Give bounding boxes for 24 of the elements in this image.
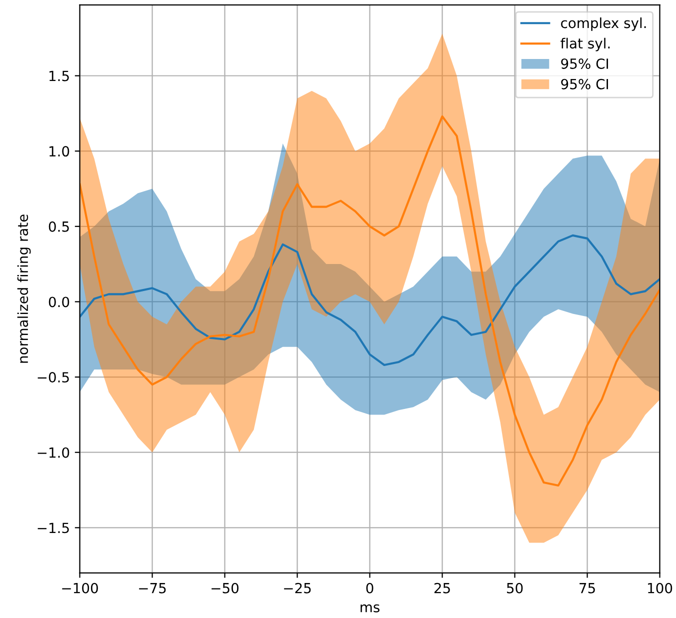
y-tick-label: −1.5 xyxy=(38,522,69,534)
legend-label: 95% CI xyxy=(561,78,608,90)
x-tick-label: 0 xyxy=(366,582,374,594)
line-series xyxy=(80,234,660,366)
x-tick-label: 25 xyxy=(434,582,450,594)
legend-label: complex syl. xyxy=(561,17,646,31)
y-tick-label: 0.5 xyxy=(48,221,69,232)
x-tick-label: 50 xyxy=(507,582,523,594)
y-tick-label: −0.5 xyxy=(38,372,69,383)
x-tick-label: −25 xyxy=(284,582,311,594)
line-series xyxy=(80,115,660,487)
x-tick-label: −100 xyxy=(62,582,98,594)
legend-label: 95% CI xyxy=(561,58,608,69)
x-axis-title: ms xyxy=(360,604,380,612)
y-tick-label: 0.0 xyxy=(48,296,70,308)
y-tick-label: −1.0 xyxy=(38,447,70,458)
y-tick-label: 1.0 xyxy=(49,146,70,157)
x-tick-label: 75 xyxy=(580,583,595,594)
x-tick-label: −75 xyxy=(139,583,166,594)
x-tick-label: 100 xyxy=(648,582,672,594)
legend-label: flat syl. xyxy=(560,38,610,52)
y-axis-title: normalized firing rate xyxy=(17,214,31,363)
y-tick-label: 1.5 xyxy=(49,70,69,82)
x-tick-label: −50 xyxy=(212,582,238,594)
